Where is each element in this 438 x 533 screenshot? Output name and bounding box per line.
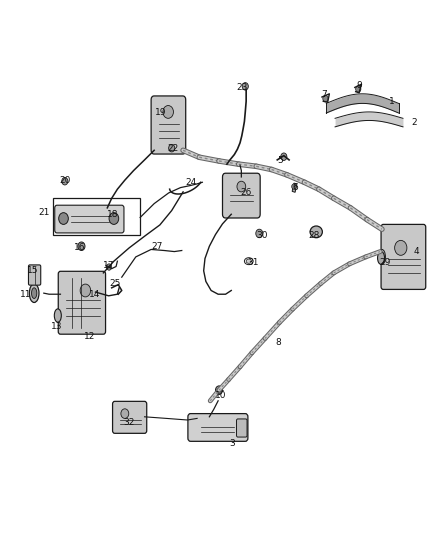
FancyBboxPatch shape	[151, 96, 186, 154]
Circle shape	[281, 153, 287, 160]
Text: 8: 8	[275, 338, 281, 346]
Text: 17: 17	[103, 261, 114, 270]
Circle shape	[62, 177, 68, 185]
Circle shape	[169, 144, 175, 152]
FancyBboxPatch shape	[237, 419, 247, 437]
Text: 10: 10	[215, 391, 227, 400]
FancyBboxPatch shape	[223, 173, 260, 218]
Ellipse shape	[310, 226, 322, 238]
Circle shape	[256, 229, 263, 238]
Text: 5: 5	[277, 157, 283, 165]
Ellipse shape	[32, 288, 37, 298]
FancyBboxPatch shape	[58, 271, 106, 334]
Text: 18: 18	[107, 210, 119, 219]
Text: 2: 2	[411, 118, 417, 127]
Ellipse shape	[246, 259, 251, 263]
Text: 29: 29	[379, 258, 390, 266]
Text: 23: 23	[236, 84, 247, 92]
Circle shape	[215, 386, 223, 394]
Text: 7: 7	[321, 91, 327, 99]
Text: 9: 9	[356, 81, 362, 90]
Ellipse shape	[29, 284, 39, 303]
Text: 14: 14	[88, 290, 100, 298]
Text: 27: 27	[151, 242, 162, 251]
Text: 26: 26	[240, 189, 252, 197]
Text: 20: 20	[59, 176, 71, 184]
FancyBboxPatch shape	[55, 205, 124, 233]
Bar	[53, 198, 140, 235]
Text: 4: 4	[413, 247, 419, 256]
Circle shape	[356, 86, 361, 92]
Text: 24: 24	[185, 178, 196, 187]
Circle shape	[59, 213, 68, 224]
Circle shape	[121, 409, 129, 418]
Circle shape	[237, 181, 246, 192]
Text: 28: 28	[309, 231, 320, 240]
FancyBboxPatch shape	[188, 414, 248, 441]
Text: 31: 31	[247, 258, 259, 266]
Ellipse shape	[378, 249, 385, 264]
Text: 11: 11	[20, 290, 31, 298]
Text: 13: 13	[51, 322, 63, 330]
FancyBboxPatch shape	[113, 401, 147, 433]
Circle shape	[109, 213, 119, 224]
FancyBboxPatch shape	[28, 265, 41, 285]
Circle shape	[78, 242, 85, 251]
Circle shape	[80, 284, 91, 297]
Ellipse shape	[378, 252, 385, 264]
Text: 21: 21	[38, 208, 49, 216]
Text: 12: 12	[84, 333, 95, 341]
FancyBboxPatch shape	[381, 224, 426, 289]
Text: 3: 3	[229, 439, 235, 448]
Circle shape	[163, 106, 173, 118]
Text: 22: 22	[167, 144, 179, 152]
Text: 32: 32	[124, 418, 135, 426]
Circle shape	[292, 184, 296, 189]
Bar	[292, 183, 297, 192]
Circle shape	[323, 95, 328, 102]
Text: 16: 16	[74, 244, 85, 252]
Circle shape	[106, 264, 112, 270]
Ellipse shape	[54, 309, 61, 322]
Text: 30: 30	[256, 231, 268, 240]
Text: 6: 6	[293, 183, 299, 192]
Circle shape	[242, 83, 248, 90]
Text: 15: 15	[27, 266, 39, 275]
Text: 1: 1	[389, 97, 395, 106]
Text: 25: 25	[109, 279, 120, 288]
Text: 19: 19	[155, 109, 167, 117]
Circle shape	[395, 240, 407, 255]
